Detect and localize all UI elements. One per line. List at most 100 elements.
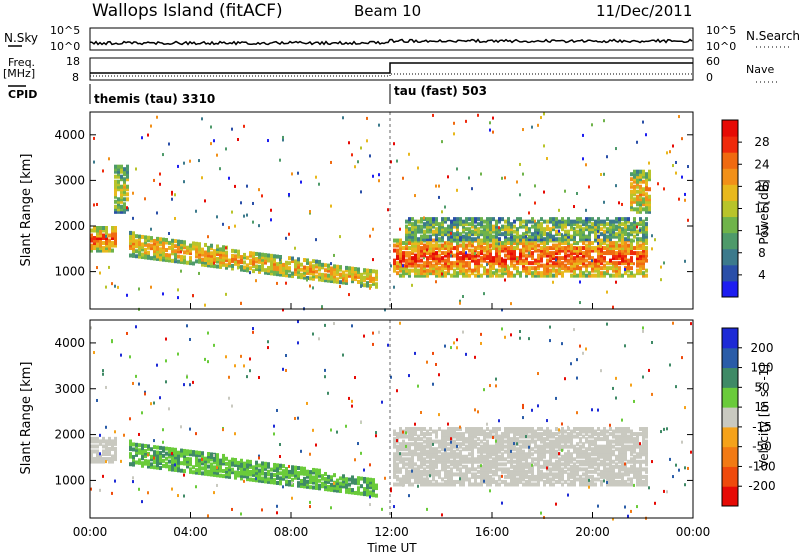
power-cell bbox=[489, 227, 492, 232]
power-cell bbox=[444, 241, 446, 245]
power-cell bbox=[120, 207, 123, 212]
power-cell bbox=[447, 241, 450, 246]
power-cell bbox=[618, 261, 621, 266]
power-cell bbox=[423, 248, 426, 253]
velocity-cell bbox=[591, 462, 594, 467]
velocity-cell bbox=[432, 462, 435, 467]
power-cell bbox=[159, 254, 162, 259]
power-cell bbox=[438, 246, 441, 251]
velocity-cell bbox=[444, 474, 447, 479]
velocity-cell bbox=[123, 433, 125, 437]
power-cell bbox=[591, 268, 594, 273]
power-cell bbox=[438, 253, 441, 258]
velocity-cell bbox=[153, 465, 156, 470]
velocity-cell bbox=[537, 447, 540, 452]
power-cell bbox=[270, 271, 273, 276]
velocity-cell bbox=[633, 454, 636, 459]
velocity-cell bbox=[171, 452, 173, 456]
velocity-cell bbox=[435, 432, 438, 437]
power-cell bbox=[495, 256, 498, 261]
power-cell bbox=[639, 219, 642, 224]
velocity-cell bbox=[609, 464, 612, 469]
velocity-cell bbox=[588, 442, 591, 447]
power-cell bbox=[609, 246, 612, 251]
power-cell bbox=[126, 207, 129, 212]
velocity-cell bbox=[312, 467, 315, 472]
velocity-cell bbox=[522, 474, 525, 479]
power-cell bbox=[240, 201, 242, 205]
power-cell bbox=[270, 266, 273, 271]
power-cell bbox=[633, 273, 636, 278]
velocity-cell bbox=[477, 464, 480, 469]
velocity-cell bbox=[561, 474, 564, 479]
power-cell bbox=[411, 234, 414, 239]
velocity-cell bbox=[168, 459, 171, 464]
velocity-cell bbox=[483, 437, 486, 442]
velocity-cell bbox=[441, 434, 444, 439]
power-cell bbox=[411, 237, 414, 242]
power-cell bbox=[102, 236, 105, 241]
velocity-cell bbox=[558, 464, 561, 469]
velocity-cell bbox=[486, 449, 489, 454]
power-cell bbox=[570, 243, 573, 248]
velocity-cell bbox=[414, 437, 417, 442]
power-cell bbox=[414, 271, 417, 276]
power-cell bbox=[486, 222, 489, 227]
velocity-cell bbox=[528, 427, 531, 432]
power-cell bbox=[504, 271, 507, 276]
velocity-cell bbox=[639, 449, 642, 454]
power-cell bbox=[648, 209, 651, 214]
velocity-cell bbox=[447, 432, 450, 437]
velocity-cell bbox=[591, 479, 594, 484]
velocity-cell bbox=[495, 472, 498, 477]
power-cell bbox=[243, 214, 245, 218]
velocity-cell bbox=[552, 432, 555, 437]
velocity-cell bbox=[210, 464, 213, 469]
power-cell bbox=[393, 263, 396, 268]
velocity-cell bbox=[585, 482, 588, 487]
velocity-cell bbox=[447, 452, 450, 457]
velocity-cell bbox=[600, 447, 603, 452]
velocity-cell bbox=[507, 427, 510, 432]
power-cell bbox=[123, 184, 126, 189]
power-cell bbox=[531, 232, 534, 237]
velocity-cell bbox=[534, 477, 537, 482]
velocity-cell bbox=[552, 464, 555, 469]
velocity-cell bbox=[420, 462, 423, 467]
velocity-cell bbox=[267, 346, 269, 350]
velocity-cell bbox=[534, 457, 537, 462]
velocity-cell bbox=[141, 456, 144, 461]
velocity-cell bbox=[99, 454, 102, 459]
power-cell bbox=[453, 219, 456, 224]
velocity-cell bbox=[405, 472, 408, 477]
velocity-cell bbox=[243, 471, 246, 476]
velocity-cell bbox=[273, 462, 276, 467]
power-cell bbox=[615, 217, 618, 222]
velocity-cell bbox=[588, 462, 591, 467]
velocity-cell bbox=[246, 462, 249, 467]
power-cell bbox=[480, 263, 483, 268]
power-cell bbox=[585, 268, 588, 273]
velocity-cell bbox=[414, 452, 417, 457]
power-cell bbox=[639, 204, 642, 209]
power-cell bbox=[162, 153, 164, 157]
power-cell bbox=[267, 253, 270, 258]
power-cell bbox=[450, 263, 453, 268]
velocity-cell bbox=[453, 429, 456, 434]
power-cell bbox=[558, 224, 561, 229]
velocity-cell bbox=[414, 479, 417, 484]
power-cell bbox=[306, 268, 309, 273]
velocity-cell bbox=[90, 457, 93, 462]
power-cell bbox=[144, 242, 147, 247]
power-cell bbox=[471, 251, 474, 256]
power-cell bbox=[300, 272, 303, 277]
power-cell bbox=[477, 268, 480, 273]
velocity-cell bbox=[624, 462, 626, 466]
power-cell bbox=[534, 219, 536, 223]
power-cell bbox=[618, 246, 621, 251]
power-cell bbox=[120, 187, 123, 192]
velocity-cell bbox=[324, 323, 326, 327]
velocity-cell bbox=[216, 483, 218, 487]
velocity-cell bbox=[102, 459, 105, 464]
velocity-cell bbox=[309, 480, 312, 485]
